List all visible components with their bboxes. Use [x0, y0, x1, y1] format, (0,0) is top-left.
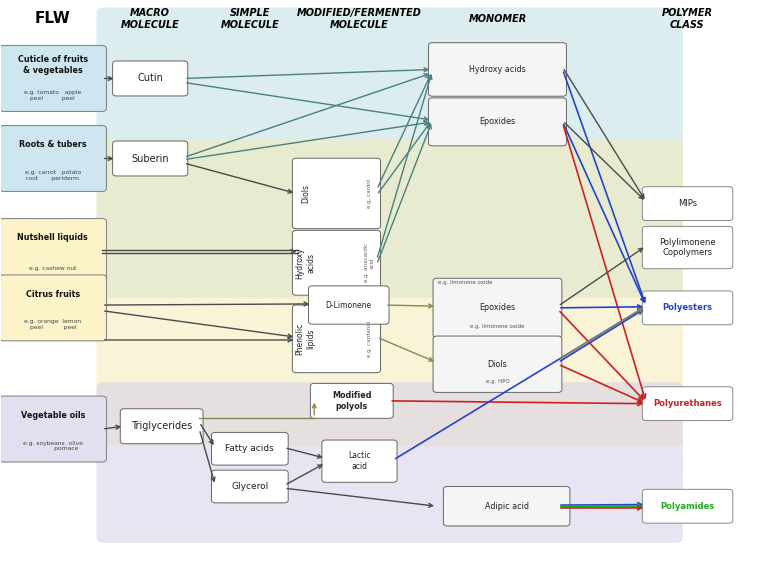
Text: e.g. anacardic
acid: e.g. anacardic acid [364, 243, 375, 282]
Text: Fatty acids: Fatty acids [226, 444, 274, 453]
FancyBboxPatch shape [0, 396, 107, 462]
Text: MACRO
MOLECULE: MACRO MOLECULE [121, 8, 180, 29]
FancyBboxPatch shape [113, 61, 187, 96]
Text: e.g. cardanol: e.g. cardanol [366, 321, 372, 357]
Text: Hydroxy
acids: Hydroxy acids [296, 247, 315, 279]
FancyBboxPatch shape [310, 384, 393, 418]
FancyBboxPatch shape [293, 231, 381, 295]
FancyBboxPatch shape [642, 489, 733, 523]
FancyBboxPatch shape [433, 279, 562, 337]
Text: MONOMER: MONOMER [468, 14, 527, 24]
Text: Hydroxy acids: Hydroxy acids [469, 65, 526, 74]
FancyBboxPatch shape [97, 7, 683, 298]
Text: Cutin: Cutin [137, 73, 163, 84]
Text: Suberin: Suberin [131, 154, 169, 163]
Text: MODIFIED/FERMENTED
MOLECULE: MODIFIED/FERMENTED MOLECULE [297, 8, 422, 29]
Text: e.g. soybeans  olive
              pomace: e.g. soybeans olive pomace [23, 441, 83, 451]
Text: Polyamides: Polyamides [660, 502, 715, 511]
FancyBboxPatch shape [293, 158, 381, 229]
Text: Citrus fruits: Citrus fruits [26, 290, 80, 299]
Text: e.g. cashew nut: e.g. cashew nut [29, 266, 77, 271]
Text: Roots & tubers: Roots & tubers [19, 141, 87, 150]
FancyBboxPatch shape [0, 46, 107, 111]
FancyBboxPatch shape [293, 305, 381, 373]
Text: Epoxides: Epoxides [479, 118, 515, 127]
FancyBboxPatch shape [211, 432, 288, 465]
Text: SIMPLE
MOLECULE: SIMPLE MOLECULE [220, 8, 280, 29]
Text: Nutshell liquids: Nutshell liquids [18, 233, 88, 242]
FancyBboxPatch shape [642, 227, 733, 269]
Text: Glycerol: Glycerol [231, 482, 269, 491]
FancyBboxPatch shape [121, 408, 203, 444]
Text: FLW: FLW [35, 11, 71, 26]
Text: Cuticle of fruits
& vegetables: Cuticle of fruits & vegetables [18, 55, 88, 75]
FancyBboxPatch shape [0, 275, 107, 341]
FancyBboxPatch shape [322, 440, 397, 483]
Text: Diols: Diols [301, 184, 310, 203]
FancyBboxPatch shape [642, 291, 733, 325]
Text: Diols: Diols [488, 360, 508, 369]
Text: Adipic acid: Adipic acid [485, 502, 528, 511]
FancyBboxPatch shape [211, 470, 288, 503]
FancyBboxPatch shape [97, 383, 683, 543]
Text: Triglycerides: Triglycerides [131, 421, 192, 431]
Text: MIPs: MIPs [678, 199, 697, 208]
Text: e.g. carrot   potato
root       periderm: e.g. carrot potato root periderm [25, 170, 81, 181]
Text: e.g. limonene oxide: e.g. limonene oxide [470, 324, 525, 329]
Text: Phenolic
lipids: Phenolic lipids [296, 323, 315, 355]
Text: Epoxides: Epoxides [479, 303, 515, 312]
FancyBboxPatch shape [433, 336, 562, 393]
Text: e.g. HPO: e.g. HPO [485, 379, 509, 384]
Text: Lactic
acid: Lactic acid [348, 451, 371, 471]
FancyBboxPatch shape [642, 186, 733, 220]
FancyBboxPatch shape [429, 43, 567, 96]
FancyBboxPatch shape [309, 286, 389, 324]
FancyBboxPatch shape [0, 219, 107, 284]
Text: e.g. limonene oxide: e.g. limonene oxide [438, 280, 492, 285]
FancyBboxPatch shape [429, 98, 567, 146]
Text: POLYMER
CLASS: POLYMER CLASS [661, 8, 712, 29]
FancyBboxPatch shape [443, 486, 570, 526]
FancyBboxPatch shape [97, 139, 683, 446]
FancyBboxPatch shape [642, 387, 733, 420]
Text: Polyesters: Polyesters [663, 303, 713, 312]
Text: D-Limonene: D-Limonene [326, 301, 372, 310]
FancyBboxPatch shape [113, 141, 187, 176]
FancyBboxPatch shape [0, 125, 107, 192]
Text: Modified
polyols: Modified polyols [332, 391, 372, 411]
Text: Vegetable oils: Vegetable oils [21, 411, 85, 420]
Text: e.g. orange  lemon
peel           peel: e.g. orange lemon peel peel [25, 319, 81, 330]
Text: e.g. cardol: e.g. cardol [366, 179, 372, 208]
Text: Polyurethanes: Polyurethanes [654, 399, 722, 408]
Text: e.g. tomato   apple
peel          peel: e.g. tomato apple peel peel [25, 90, 81, 101]
Text: Polylimonene
Copolymers: Polylimonene Copolymers [659, 238, 716, 257]
